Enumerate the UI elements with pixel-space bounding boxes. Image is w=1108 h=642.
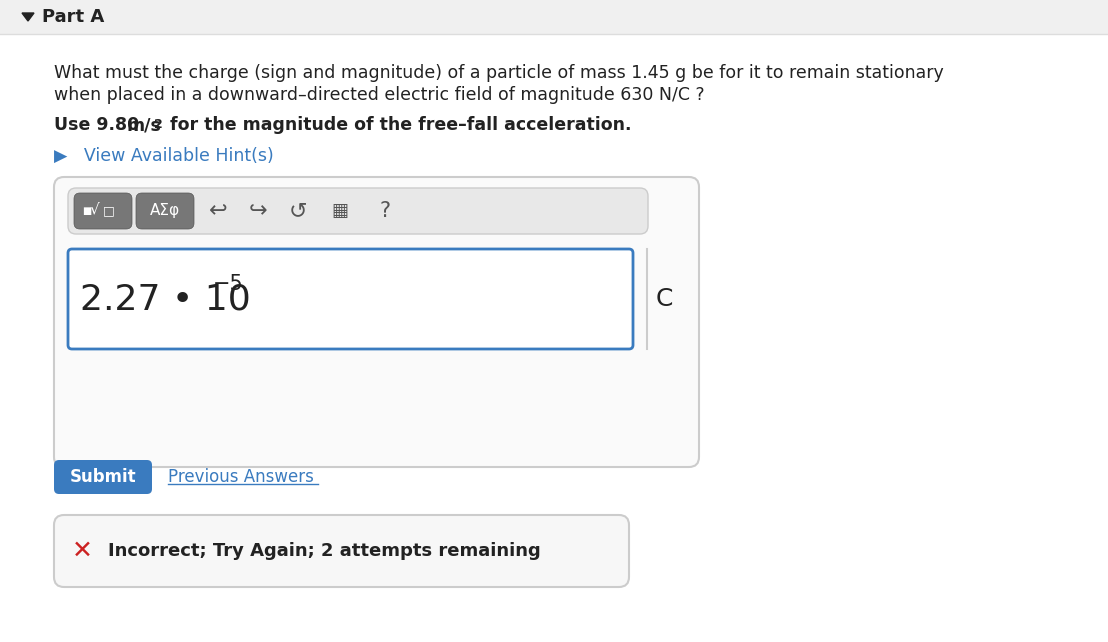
Text: ?: ? (379, 201, 390, 221)
FancyBboxPatch shape (54, 177, 699, 467)
Polygon shape (22, 13, 34, 21)
Text: ↪: ↪ (248, 201, 267, 221)
Text: √: √ (90, 202, 100, 216)
Text: 2: 2 (154, 118, 163, 131)
Text: −5: −5 (213, 274, 244, 294)
Text: ↩: ↩ (208, 201, 227, 221)
FancyBboxPatch shape (74, 193, 132, 229)
Text: Previous Answers: Previous Answers (168, 468, 314, 486)
Bar (0, 0, 1108, 34)
Text: What must the charge (sign and magnitude) of a particle of mass 1.45 g be for it: What must the charge (sign and magnitude… (54, 64, 944, 82)
Text: ■: ■ (82, 206, 91, 216)
Text: AΣφ: AΣφ (150, 204, 181, 218)
Text: m/s: m/s (126, 116, 161, 134)
Text: C: C (655, 287, 673, 311)
FancyBboxPatch shape (68, 249, 633, 349)
Text: ✕: ✕ (72, 539, 92, 563)
Text: 2.27 • 10: 2.27 • 10 (80, 282, 250, 316)
Text: ▶   View Available Hint(s): ▶ View Available Hint(s) (54, 147, 274, 165)
Text: for the magnitude of the free–fall acceleration.: for the magnitude of the free–fall accel… (164, 116, 632, 134)
Text: □: □ (103, 205, 115, 218)
FancyBboxPatch shape (54, 515, 629, 587)
FancyBboxPatch shape (136, 193, 194, 229)
FancyBboxPatch shape (68, 188, 648, 234)
Text: when placed in a downward–directed electric field of magnitude 630 N/C ?: when placed in a downward–directed elect… (54, 86, 705, 104)
Text: Incorrect; Try Again; 2 attempts remaining: Incorrect; Try Again; 2 attempts remaini… (107, 542, 541, 560)
Text: ↺: ↺ (289, 201, 307, 221)
Text: Use 9.80: Use 9.80 (54, 116, 145, 134)
FancyBboxPatch shape (54, 460, 152, 494)
Text: ▦: ▦ (331, 202, 349, 220)
Text: Part A: Part A (42, 8, 104, 26)
Text: Submit: Submit (70, 468, 136, 486)
